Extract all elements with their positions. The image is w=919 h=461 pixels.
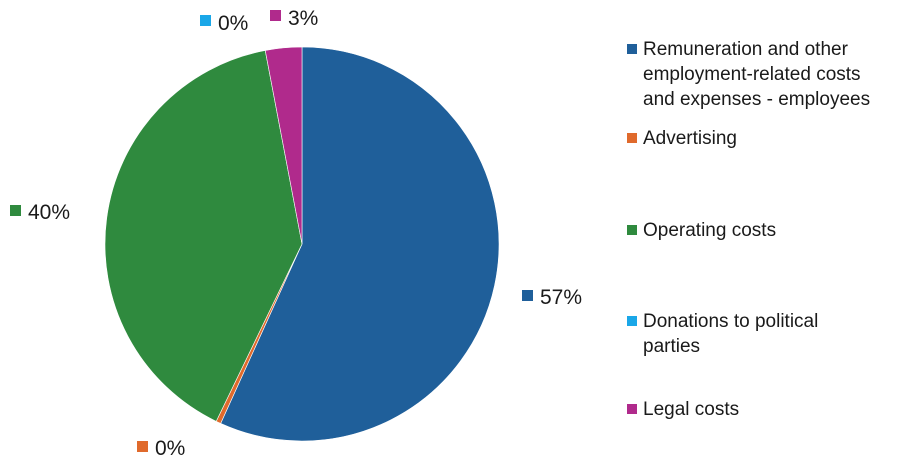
data-label-remuneration: 57%	[540, 286, 582, 309]
legend-item-operating-costs: Operating costs	[627, 218, 776, 243]
legend-item-legal-costs: Legal costs	[627, 397, 739, 422]
legend-swatch-remuneration	[627, 44, 637, 54]
legend-label-operating-costs: Operating costs	[643, 220, 777, 241]
legend-swatch-legal-costs	[627, 404, 637, 414]
legend-label-remuneration: Remuneration and other employment-relate…	[643, 39, 871, 110]
legend-item-donations: Donations to political parties	[627, 309, 818, 359]
legend-label-advertising: Advertising	[643, 128, 737, 149]
data-label-swatch-operating-costs	[10, 205, 21, 216]
legend-label-donations: Donations to political parties	[643, 311, 819, 357]
legend-swatch-donations	[627, 316, 637, 326]
data-label-swatch-legal-costs	[270, 10, 281, 21]
data-label-advertising: 0%	[155, 437, 185, 460]
legend-item-remuneration: Remuneration and other employment-relate…	[627, 37, 870, 112]
legend-swatch-operating-costs	[627, 225, 637, 235]
legend-item-advertising: Advertising	[627, 126, 737, 151]
data-label-legal-costs: 3%	[288, 7, 318, 30]
data-label-swatch-advertising	[137, 441, 148, 452]
data-label-swatch-remuneration	[522, 290, 533, 301]
pie-slice-remuneration	[220, 46, 500, 442]
pie-slice-operating-costs	[104, 50, 303, 422]
data-label-operating-costs: 40%	[28, 201, 70, 224]
chart-legend: Remuneration and other employment-relate…	[627, 0, 919, 461]
pie-slice-legal-costs	[264, 46, 303, 245]
data-label-donations: 0%	[218, 12, 248, 35]
data-label-swatch-donations	[200, 15, 211, 26]
legend-swatch-advertising	[627, 133, 637, 143]
legend-label-legal-costs: Legal costs	[643, 399, 740, 420]
